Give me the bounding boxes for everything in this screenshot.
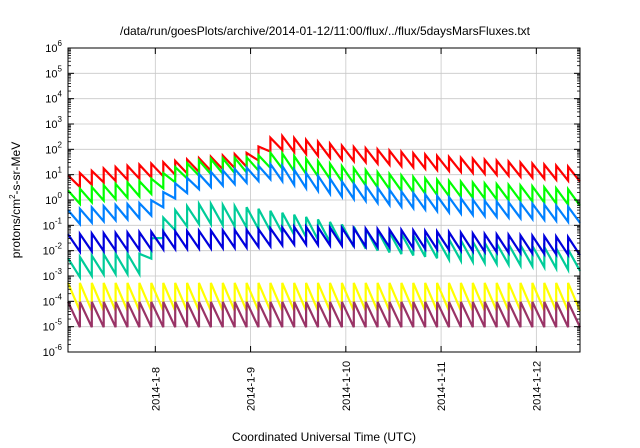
y-tick-label: 10-1 [43,216,63,232]
x-tick-label: 2014-1-8 [150,367,162,411]
y-tick-label: 100 [45,191,62,207]
flux-series-line-1 [67,132,581,190]
flux-series-line-3 [67,160,581,227]
y-tick-label: 102 [45,140,62,156]
y-axis-label: protons/cm2-s-sr-MeV [8,142,23,258]
flux-series-line-5 [67,223,581,259]
series-layer [66,132,582,328]
y-tick-label: 10-3 [43,267,63,283]
y-tick-label: 10-6 [43,343,63,359]
x-tick-label: 2014-1-9 [246,367,258,411]
x-tick-label: 2014-1-11 [436,362,448,411]
flux-series-line-7 [67,301,581,328]
y-tick-label: 105 [45,64,62,80]
y-tick-label: 10-5 [43,318,63,334]
y-tick-label: 106 [45,39,62,55]
x-tick-label: 2014-1-12 [531,361,543,411]
y-axis-label-main: protons/cm [9,199,23,258]
y-tick-label: 10-2 [43,242,63,258]
grid-layer [68,48,580,352]
flux-series-line-4 [67,199,581,282]
y-tick-label: 10-4 [43,292,63,308]
y-axis-label-sup: 2 [8,194,17,199]
svg-text:protons/cm2-s-sr-MeV: protons/cm2-s-sr-MeV [8,142,23,258]
y-tick-label: 101 [45,166,62,182]
y-axis-label-rest: -s-sr-MeV [9,142,23,195]
flux-series-line-6 [66,282,582,312]
flux-series-line-2 [67,149,581,208]
x-tick-label: 2014-1-10 [341,361,353,411]
tick-layer: 10-6 10-5 10-4 10-3 10-2 10-1 100 101 102 103 104 1… [43,39,580,411]
y-tick-label: 104 [45,90,62,106]
chart-title: /data/run/goesPlots/archive/2014-01-12/1… [120,24,531,38]
y-tick-label: 103 [45,115,62,131]
x-axis-label: Coordinated Universal Time (UTC) [232,430,416,444]
